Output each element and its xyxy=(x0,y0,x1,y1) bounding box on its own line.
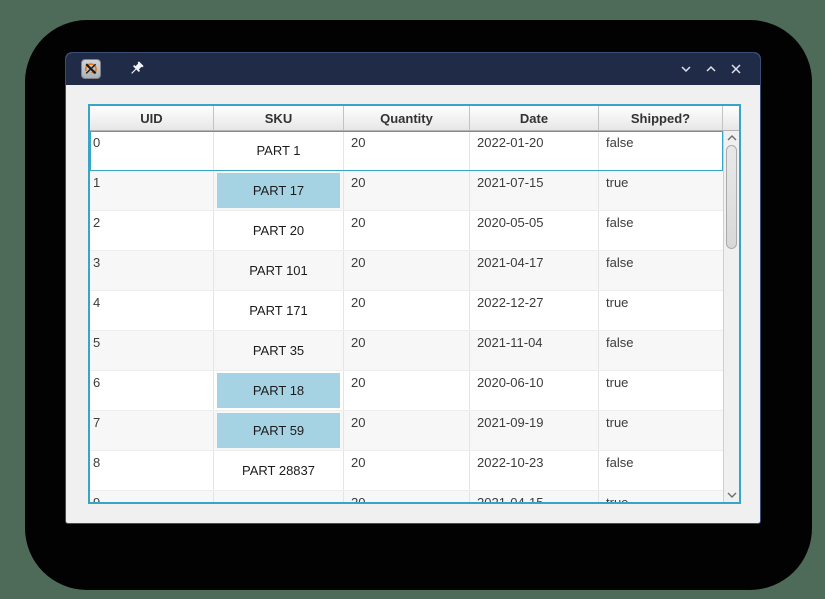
cell-sku[interactable]: PART 35 xyxy=(214,331,344,370)
column-header-uid[interactable]: UID xyxy=(90,106,214,130)
cell-shipped[interactable]: true xyxy=(606,375,629,390)
cell-date[interactable]: 2021-11-04 xyxy=(470,331,599,370)
cell-shipped[interactable]: true xyxy=(606,415,629,430)
cell-uid[interactable]: 3 xyxy=(90,251,214,290)
cell-shipped[interactable]: false xyxy=(606,255,634,270)
inventory-table: UID SKU Quantity Date Shipped? 0 PART 1 … xyxy=(88,104,741,504)
scroll-down-arrow-icon[interactable] xyxy=(724,489,739,501)
cell-quantity[interactable]: 20 xyxy=(344,451,470,490)
column-header-date[interactable]: Date xyxy=(470,106,599,130)
cell-quantity[interactable]: 20 xyxy=(344,371,470,410)
cell-date[interactable]: 2020-06-10 xyxy=(470,371,599,410)
cell-uid[interactable]: 2 xyxy=(90,211,214,250)
table-row[interactable]: 5 PART 35 20 2021-11-04 false xyxy=(90,331,723,371)
vertical-scrollbar[interactable] xyxy=(723,131,739,502)
cell-quantity[interactable]: 20 xyxy=(344,131,470,170)
table-row[interactable]: 1 PART 17 20 2021-07-15 true xyxy=(90,171,723,211)
cell-sku[interactable]: PART 1 xyxy=(214,131,344,170)
scrollbar-thumb[interactable] xyxy=(726,145,737,249)
cell-sku[interactable]: PART 101 xyxy=(214,251,344,290)
cell-sku[interactable]: PART 17 xyxy=(214,171,344,210)
cell-date[interactable]: 2020-05-05 xyxy=(470,211,599,250)
column-header-sku[interactable]: SKU xyxy=(214,106,344,130)
cell-date[interactable]: 2022-10-23 xyxy=(470,451,599,490)
cell-shipped[interactable]: false xyxy=(606,135,634,150)
cell-uid[interactable]: 1 xyxy=(90,171,214,210)
pushpin-icon xyxy=(126,59,146,79)
cell-date[interactable]: 2022-01-20 xyxy=(470,131,599,170)
table-row[interactable]: 4 PART 171 20 2022-12-27 true xyxy=(90,291,723,331)
minimize-button[interactable] xyxy=(673,57,698,81)
cell-sku[interactable]: PART 18 xyxy=(214,371,344,410)
sku-label: PART 1 xyxy=(256,143,301,158)
cell-sku[interactable]: PART 20 xyxy=(214,211,344,250)
table-row[interactable]: 7 PART 59 20 2021-09-19 true xyxy=(90,411,723,451)
cell-sku[interactable]: PART 28837 xyxy=(214,451,344,490)
cell-quantity[interactable]: 20 xyxy=(344,171,470,210)
cell-shipped[interactable]: true xyxy=(606,295,629,310)
cell-date[interactable]: 2021-09-19 xyxy=(470,411,599,450)
table-viewport: 0 PART 1 20 2022-01-20 false 1 PART 17 2… xyxy=(90,131,739,502)
table-row[interactable]: 9 20 2021-04-15 true xyxy=(90,491,723,502)
cell-uid[interactable]: 7 xyxy=(90,411,214,450)
cell-shipped[interactable]: true xyxy=(599,491,723,502)
column-header-filler xyxy=(723,106,739,130)
sku-label: PART 18 xyxy=(217,373,340,408)
cell-uid[interactable]: 6 xyxy=(90,371,214,410)
cell-shipped[interactable]: false xyxy=(606,455,634,470)
table-row[interactable]: 8 PART 28837 20 2022-10-23 false xyxy=(90,451,723,491)
cell-shipped[interactable]: false xyxy=(606,215,634,230)
cell-date[interactable]: 2021-04-15 xyxy=(470,491,599,502)
sku-label: PART 59 xyxy=(217,413,340,448)
cell-sku[interactable] xyxy=(214,491,344,502)
titlebar[interactable] xyxy=(66,53,760,85)
sku-label: PART 20 xyxy=(252,223,305,238)
cell-date[interactable]: 2022-12-27 xyxy=(470,291,599,330)
cell-sku[interactable]: PART 171 xyxy=(214,291,344,330)
table-row[interactable]: 6 PART 18 20 2020-06-10 true xyxy=(90,371,723,411)
cell-quantity[interactable]: 20 xyxy=(344,331,470,370)
cell-uid[interactable]: 8 xyxy=(90,451,214,490)
cell-date[interactable]: 2021-07-15 xyxy=(470,171,599,210)
cell-date[interactable]: 2021-04-17 xyxy=(470,251,599,290)
scroll-up-arrow-icon[interactable] xyxy=(724,132,739,144)
sku-label: PART 101 xyxy=(249,263,308,278)
table-row[interactable]: 2 PART 20 20 2020-05-05 false xyxy=(90,211,723,251)
sku-label xyxy=(217,493,340,502)
app-window: UID SKU Quantity Date Shipped? 0 PART 1 … xyxy=(65,52,761,524)
maximize-button[interactable] xyxy=(698,57,723,81)
column-header-quantity[interactable]: Quantity xyxy=(344,106,470,130)
sku-label: PART 28837 xyxy=(242,463,315,478)
cell-quantity[interactable]: 20 xyxy=(344,291,470,330)
table-row[interactable]: 0 PART 1 20 2022-01-20 false xyxy=(90,131,723,171)
cell-quantity[interactable]: 20 xyxy=(344,251,470,290)
cell-uid[interactable]: 4 xyxy=(90,291,214,330)
sku-label: PART 171 xyxy=(249,303,308,318)
cell-uid[interactable]: 5 xyxy=(90,331,214,370)
sku-label: PART 17 xyxy=(217,173,340,208)
sku-label: PART 35 xyxy=(252,343,305,358)
cell-shipped[interactable]: false xyxy=(606,335,634,350)
column-header-shipped[interactable]: Shipped? xyxy=(599,106,723,130)
cell-uid[interactable]: 0 xyxy=(90,131,214,170)
cell-sku[interactable]: PART 59 xyxy=(214,411,344,450)
cell-quantity[interactable]: 20 xyxy=(344,211,470,250)
cell-quantity[interactable]: 20 xyxy=(344,411,470,450)
cell-shipped[interactable]: true xyxy=(606,175,629,190)
x-window-logo-icon xyxy=(81,59,101,79)
close-button[interactable] xyxy=(723,57,748,81)
table-header-row: UID SKU Quantity Date Shipped? xyxy=(90,106,739,131)
table-row[interactable]: 3 PART 101 20 2021-04-17 false xyxy=(90,251,723,291)
table-body: 0 PART 1 20 2022-01-20 false 1 PART 17 2… xyxy=(90,131,723,502)
cell-uid[interactable]: 9 xyxy=(90,491,214,502)
cell-quantity[interactable]: 20 xyxy=(344,491,470,502)
